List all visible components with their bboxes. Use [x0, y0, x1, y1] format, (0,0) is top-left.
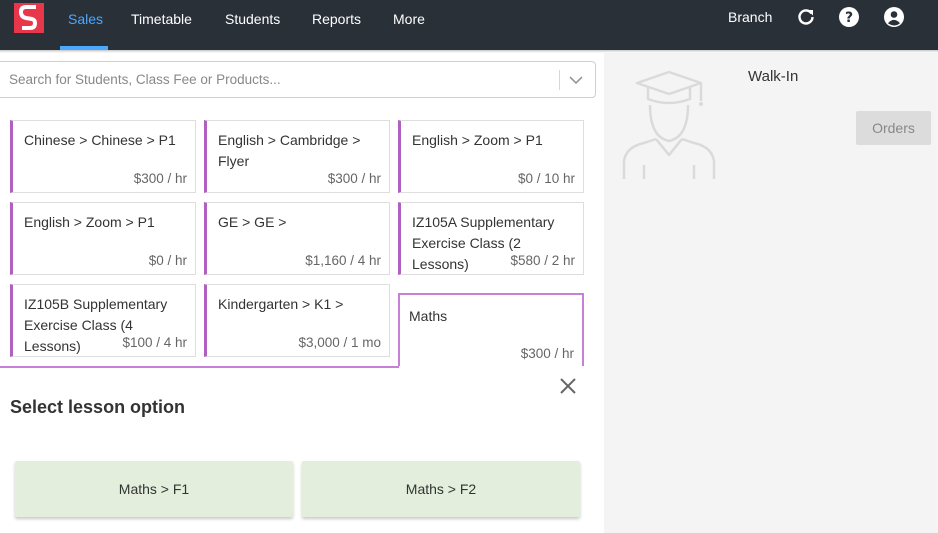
- lesson-option-button[interactable]: Maths > F1: [15, 461, 293, 517]
- product-title: GE > GE >: [218, 214, 287, 230]
- product-price: $580 / 2 hr: [510, 253, 575, 268]
- search-input[interactable]: Search for Students, Class Fee or Produc…: [0, 61, 596, 98]
- product-title: English > Zoom > P1: [24, 214, 155, 230]
- nav-timetable[interactable]: Timetable: [131, 11, 192, 27]
- product-price: $300 / hr: [520, 346, 574, 361]
- nav-students[interactable]: Students: [225, 11, 281, 27]
- close-icon[interactable]: [559, 377, 577, 395]
- product-price: $300 / hr: [133, 171, 187, 186]
- product-price: $0 / hr: [148, 253, 187, 268]
- product-price: $300 / hr: [327, 171, 381, 186]
- product-card[interactable]: IZ105B Supplementary Exercise Class (4 L…: [10, 284, 196, 357]
- product-title: IZ105A Supplementary Exercise Class (2 L…: [412, 214, 555, 272]
- product-card-selected[interactable]: Maths $300 / hr: [398, 293, 584, 366]
- product-price: $3,000 / 1 mo: [298, 335, 381, 350]
- lesson-option-button[interactable]: Maths > F2: [302, 461, 580, 517]
- refresh-icon[interactable]: [796, 7, 816, 27]
- product-title: English > Cambridge > Flyer: [218, 132, 361, 169]
- top-navbar: Sales Timetable Students Reports More Br…: [0, 0, 938, 50]
- customer-name[interactable]: Walk-In: [748, 68, 799, 85]
- customer-panel: Walk-In Orders: [604, 53, 938, 533]
- product-title: IZ105B Supplementary Exercise Class (4 L…: [24, 296, 168, 354]
- student-avatar-icon: [622, 70, 716, 179]
- nav-sales[interactable]: Sales: [68, 11, 104, 27]
- product-card[interactable]: English > Zoom > P1 $0 / hr: [10, 202, 196, 275]
- svg-text:?: ?: [845, 10, 853, 26]
- search-separator: [559, 70, 560, 90]
- account-icon[interactable]: [884, 7, 904, 27]
- product-card[interactable]: English > Zoom > P1 $0 / 10 hr: [398, 120, 584, 193]
- nav-reports[interactable]: Reports: [312, 11, 362, 27]
- search-placeholder: Search for Students, Class Fee or Produc…: [9, 72, 281, 87]
- product-title: Chinese > Chinese > P1: [24, 132, 176, 148]
- lesson-panel-title: Select lesson option: [10, 397, 186, 417]
- navbar-shadow: [0, 50, 938, 53]
- product-card[interactable]: IZ105A Supplementary Exercise Class (2 L…: [398, 202, 584, 275]
- product-title: English > Zoom > P1: [412, 132, 543, 148]
- active-tab-indicator: [60, 46, 108, 50]
- lesson-panel-border: [0, 366, 399, 368]
- product-title: Maths: [409, 308, 448, 324]
- product-price: $0 / 10 hr: [517, 171, 575, 186]
- nav-more[interactable]: More: [393, 11, 425, 27]
- app-logo[interactable]: [14, 3, 44, 33]
- product-card[interactable]: English > Cambridge > Flyer $300 / hr: [204, 120, 390, 193]
- product-price: $1,160 / 4 hr: [305, 253, 381, 268]
- product-price: $100 / 4 hr: [122, 335, 187, 350]
- product-card[interactable]: Chinese > Chinese > P1 $300 / hr: [10, 120, 196, 193]
- product-card[interactable]: Kindergarten > K1 > $3,000 / 1 mo: [204, 284, 390, 357]
- product-card[interactable]: GE > GE > $1,160 / 4 hr: [204, 202, 390, 275]
- product-title: Kindergarten > K1 >: [218, 296, 344, 312]
- chevron-down-icon[interactable]: [567, 71, 585, 89]
- branch-selector[interactable]: Branch: [728, 9, 773, 25]
- orders-button[interactable]: Orders: [856, 111, 931, 145]
- help-icon[interactable]: ?: [839, 7, 859, 27]
